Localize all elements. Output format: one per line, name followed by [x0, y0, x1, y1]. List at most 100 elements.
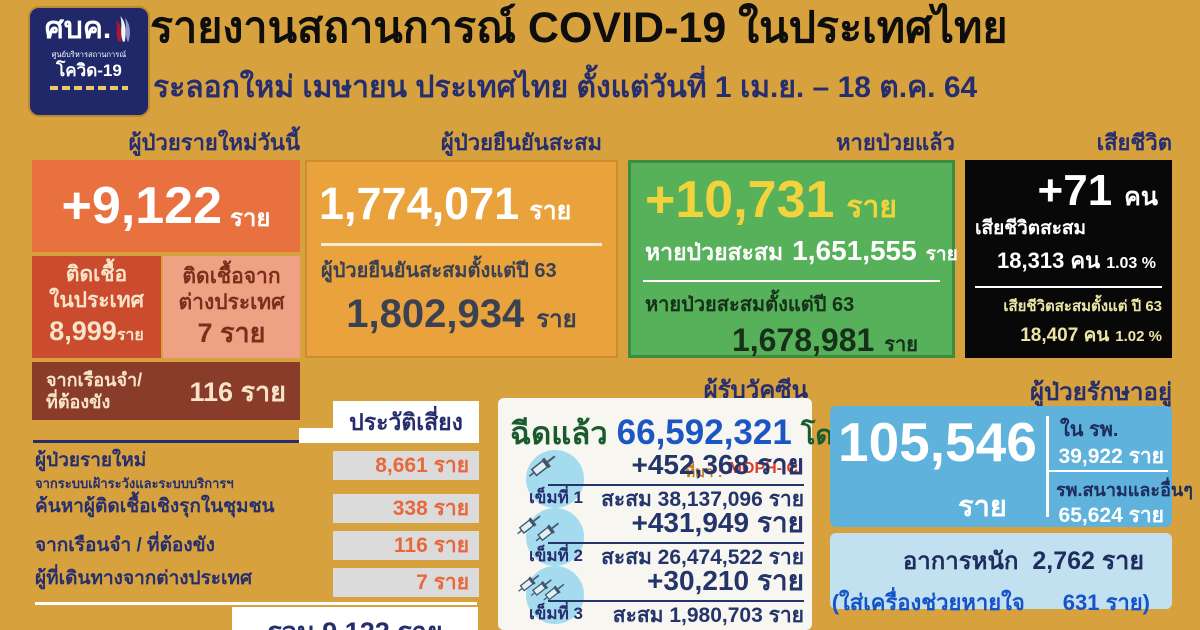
dose3-label: เข็มที่ 3	[528, 604, 584, 623]
domestic-infections-box: ติดเชื้อ ในประเทศ 8,999ราย	[32, 256, 161, 358]
treating-vertical-divider	[1046, 416, 1049, 517]
treating-card	[830, 406, 1172, 527]
risk-header: ประวัติเสี่ยง	[333, 401, 479, 443]
confirmed-value: 1,774,071	[319, 178, 520, 229]
dose1-cum: สะสม 38,137,096 ราย	[601, 488, 804, 511]
severe-value: 2,762 ราย	[1032, 547, 1144, 575]
dose2-cum: สะสม 26,474,522 ราย	[601, 546, 804, 569]
risk-total: รวม 9,122 ราย	[232, 607, 478, 630]
divider	[643, 280, 940, 282]
page-subtitle: ระลอกใหม่ เมษายน ประเทศไทย ตั้งแต่วันที่…	[153, 71, 978, 104]
dose1-circle	[526, 450, 584, 508]
recovered-card: +10,731 ราย หายป่วยสะสม 1,651,555 ราย หา…	[628, 160, 958, 358]
confirmed-since63-label: ผู้ป่วยยืนยันสะสมตั้งแต่ปี 63	[321, 260, 557, 282]
ventilator-label: (ใส่เครื่องช่วยหายใจ	[831, 590, 1025, 615]
prison-infections-box: จากเรือนจำ/ ที่ต้องขัง 116 ราย	[32, 362, 300, 420]
domestic-value: 8,999ราย	[49, 315, 144, 346]
domestic-label-1: ติดเชื้อ	[65, 262, 128, 286]
risk-row-label: ค้นหาผู้ติดเชื้อเชิงรุกในชุมชน	[35, 496, 275, 517]
dose2-values: +431,949 ราย สะสม 26,474,522 ราย	[548, 506, 804, 570]
dose1-new: +452,368 ราย	[548, 448, 804, 486]
deaths-since63-label: เสียชีวิตสะสมตั้งแต่ ปี 63	[1003, 298, 1162, 315]
risk-row-value: 7 ราย	[333, 568, 479, 597]
new-cases-header: ผู้ป่วยรายใหม่วันนี้	[128, 130, 300, 155]
prison-label-1: จากเรือนจำ/	[46, 370, 143, 390]
dose2-circle	[517, 508, 584, 566]
deaths-header: เสียชีวิต	[1096, 130, 1172, 155]
hospital-value: 39,922 ราย	[1058, 445, 1164, 468]
domestic-label-2: ในประเทศ	[49, 288, 144, 312]
syringe-icon	[525, 450, 584, 513]
confirmed-unit: ราย	[529, 197, 572, 225]
logo-acronym: ศบค.	[44, 12, 112, 45]
new-cases-unit: ราย	[230, 204, 271, 232]
syringe-icon	[538, 577, 586, 628]
confirmed-header: ผู้ป่วยยืนยันสะสม	[440, 130, 602, 155]
page-title: รายงานสถานการณ์ COVID-19 ในประเทศไทย	[150, 4, 1008, 52]
risk-row-label: ผู้ป่วยรายใหม่	[35, 450, 147, 471]
recovered-value: +10,731	[645, 171, 835, 229]
risk-row-label: จากเรือนจำ / ที่ต้องขัง	[35, 535, 215, 556]
dose3-new: +30,210 ราย	[548, 564, 804, 602]
abroad-label-2: ต่างประเทศ	[178, 291, 285, 314]
deaths-since63-percent: 1.02 %	[1115, 328, 1162, 345]
syringe-icon	[513, 509, 569, 569]
recovered-since63-label: หายป่วยสะสมตั้งแต่ปี 63	[645, 294, 855, 316]
syringe-icon	[531, 517, 582, 571]
field-hospital-value: 65,624 ราย	[1058, 504, 1164, 527]
confirmed-since63-unit: ราย	[536, 306, 577, 333]
dose1-values: +452,368 ราย สะสม 38,137,096 ราย	[548, 448, 804, 512]
abroad-infections-box: ติดเชื้อจาก ต่างประเทศ 7 ราย	[163, 256, 300, 358]
confirmed-card: 1,774,071 ราย ผู้ป่วยยืนยันสะสมตั้งแต่ปี…	[305, 160, 618, 358]
dose3-cum: สะสม 1,980,703 ราย	[612, 604, 804, 627]
dose3-values: +30,210 ราย สะสม 1,980,703 ราย	[548, 564, 804, 628]
abroad-value: 7 ราย	[197, 318, 266, 348]
confirmed-since63-value: 1,802,934	[346, 292, 525, 336]
new-cases-value: +9,122	[61, 177, 223, 235]
risk-top-rule	[33, 440, 334, 443]
vaccine-injected-value: 66,592,321	[616, 413, 792, 452]
recovered-cum-label: หายป่วยสะสม	[645, 239, 784, 265]
hospital-label: ใน รพ.	[1060, 419, 1119, 441]
divider	[975, 286, 1162, 288]
severe-card: อาการหนัก 2,762 ราย (ใส่เครื่องช่วยหายใจ…	[830, 533, 1172, 615]
dose2-new: +431,949 ราย	[548, 506, 804, 544]
recovered-header: หายป่วยแล้ว	[836, 130, 955, 155]
logo-org-line: ศูนย์บริหารสถานการณ์	[51, 50, 127, 59]
deaths-cum-value: 18,313 คน	[997, 248, 1101, 273]
dose3-circle	[517, 566, 584, 624]
recovered-unit: ราย	[846, 191, 897, 224]
recovered-since63-unit: ราย	[884, 334, 918, 356]
logo-tagline-decoration	[50, 86, 128, 90]
prison-label-2: ที่ต้องขัง	[46, 392, 111, 412]
deaths-unit: คน	[1124, 183, 1158, 211]
risk-header-connector	[299, 428, 335, 443]
severe-label: อาการหนัก	[902, 548, 1019, 575]
vaccine-injected-label: ฉีดแล้ว	[510, 416, 608, 451]
risk-row-value: 8,661 ราย	[333, 451, 479, 480]
thai-flag-flame-icon	[113, 14, 133, 47]
treating-header: ผู้ป่วยรักษาอยู่	[1029, 379, 1172, 406]
recovered-cum-unit: ราย	[925, 244, 958, 265]
treating-horizontal-divider	[1046, 470, 1168, 472]
treating-unit: ราย	[958, 491, 1007, 523]
dose2-label: เข็มที่ 2	[528, 546, 584, 565]
deaths-cum-percent: 1.03 %	[1106, 255, 1156, 272]
syringe-icon	[513, 568, 567, 626]
prison-value: 116 ราย	[189, 376, 286, 407]
abroad-label-1: ติดเชื้อจาก	[182, 265, 281, 288]
vaccine-source-value: MOPH-IC	[728, 460, 798, 477]
vaccine-source-label: ที่มา :	[685, 464, 723, 481]
risk-bottom-rule	[35, 602, 477, 605]
risk-row-sublabel: จากระบบเฝ้าระวังและระบบบริการฯ	[35, 476, 234, 491]
risk-row-label: ผู้ที่เดินทางจากต่างประเทศ	[35, 568, 253, 589]
dose1-label: เข็มที่ 1	[528, 488, 584, 507]
risk-row-value: 116 ราย	[333, 531, 479, 560]
deaths-cum-label: เสียชีวิตสะสม	[975, 218, 1087, 239]
recovered-cum-value: 1,651,555	[792, 235, 917, 266]
sbc-logo: ศบค. ศูนย์บริหารสถานการณ์ โควิด-19	[30, 8, 148, 115]
logo-covid-line: โควิด-19	[56, 61, 122, 80]
new-cases-card: +9,122 ราย	[32, 160, 300, 252]
risk-row-value: 338 ราย	[333, 494, 479, 523]
